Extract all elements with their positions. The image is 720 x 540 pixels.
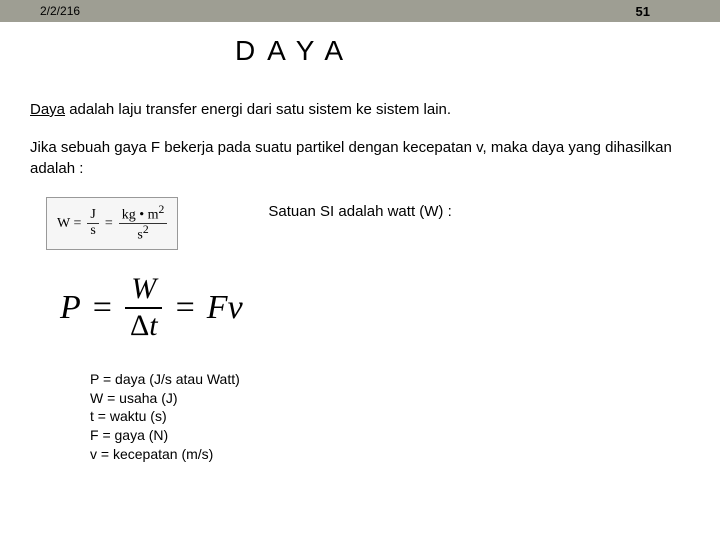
pf-Fv: Fv	[207, 289, 243, 327]
def-W: W = usaha (J)	[90, 389, 690, 408]
watt-formula-box: W = J s = kg • m2 s2	[46, 197, 178, 251]
pf-eq2: =	[176, 289, 195, 327]
pf-eq1: =	[93, 289, 112, 327]
si-note: Satuan SI adalah watt (W) :	[268, 203, 451, 220]
frac-kgm2: kg • m2	[119, 204, 168, 224]
paragraph-2: Jika sebuah gaya F bekerja pada suatu pa…	[30, 138, 690, 179]
def-v: v = kecepatan (m/s)	[90, 445, 690, 464]
frac-J: J	[87, 208, 98, 224]
def-P: P = daya (J/s atau Watt)	[90, 370, 690, 389]
pf-W: W	[125, 274, 162, 309]
content-area: Daya adalah laju transfer energi dari sa…	[30, 100, 690, 464]
definitions-list: P = daya (J/s atau Watt) W = usaha (J) t…	[90, 370, 690, 464]
frac-J-s: J s	[87, 208, 98, 238]
frac-kgm2-s2: kg • m2 s2	[119, 204, 168, 244]
watt-W: W =	[57, 216, 81, 232]
p1-rest: adalah laju transfer energi dari satu si…	[65, 101, 451, 118]
def-t: t = waktu (s)	[90, 407, 690, 426]
slide-header: 2/2/216 51	[0, 0, 720, 22]
paragraph-1: Daya adalah laju transfer energi dari sa…	[30, 100, 690, 120]
frac-s2: s2	[134, 224, 151, 243]
page-number: 51	[636, 4, 710, 19]
power-formula: P = W Δt = Fv	[60, 274, 690, 341]
header-date: 2/2/216	[40, 4, 80, 18]
def-F: F = gaya (N)	[90, 426, 690, 445]
pf-frac: W Δt	[124, 274, 164, 341]
watt-formula-row: W = J s = kg • m2 s2 Satuan SI adalah wa…	[46, 197, 690, 251]
pf-dt: Δt	[124, 309, 164, 342]
p1-underlined: Daya	[30, 101, 65, 118]
pf-P: P	[60, 289, 81, 327]
title-band: DAYA	[190, 22, 390, 80]
slide-title: DAYA	[225, 35, 355, 67]
watt-eq: =	[105, 216, 113, 232]
frac-s: s	[87, 224, 98, 239]
